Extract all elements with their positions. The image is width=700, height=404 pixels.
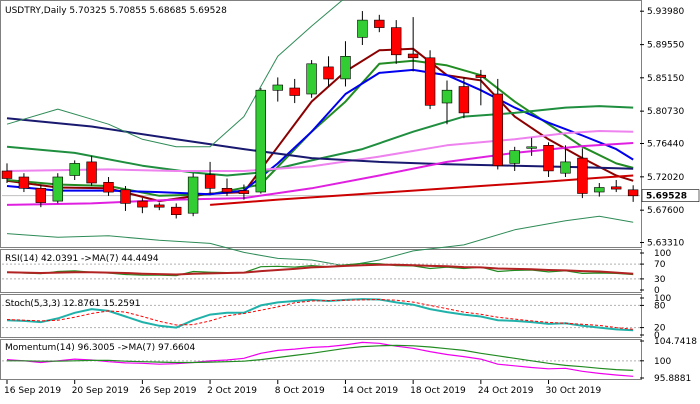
indicator-tick-label: 100 [654,249,671,259]
rsi-label: RSI(14) 42.0391 ->MA(7) 44.4494 [5,254,159,264]
time-tick-label: 24 Oct 2019 [478,386,534,396]
time-tick-label: 2 Oct 2019 [207,386,257,396]
overlay-line-8 [6,0,344,148]
momentum-line [6,341,634,377]
candle-down [154,204,165,208]
overlay-line-7 [210,174,634,206]
rsi-panel-frame [0,249,642,293]
stoch-label: Stoch(5,3,3) 12.8761 15.2591 [5,299,140,309]
overlay-line-3 [6,105,634,177]
momentum-label: Momentum(14) 96.3005 ->MA(7) 97.6604 [5,343,196,353]
chart-header: USDTRY,Daily 5.70325 5.70855 5.68685 5.6… [5,6,227,16]
time-tick-label: 16 Sep 2019 [4,386,61,396]
candle-up [306,63,317,95]
candle-down [424,57,436,106]
price-tick-label: 5.76440 [647,139,684,149]
time-tick-label: 20 Sep 2019 [72,386,129,396]
overlay-line-9 [6,215,634,267]
time-tick-label: 14 Oct 2019 [342,386,398,396]
candle-up [187,176,199,214]
stoch-d-line [6,298,634,330]
candle-down [323,66,334,80]
candle-down [390,27,402,56]
candle-down [492,93,503,166]
candle-down [407,53,419,59]
indicator-tick-label: 0 [654,286,660,296]
candle-down [86,161,97,184]
indicator-tick-label: 70 [654,260,666,270]
momentum-panel-frame [0,339,642,380]
time-tick-label: 8 Oct 2019 [275,386,325,396]
overlay-line-0 [6,47,634,203]
indicator-tick-label: 100 [654,357,671,367]
candle-down [543,145,554,172]
candle-down [289,87,300,96]
candle-up [255,89,266,193]
candle-down [238,190,250,194]
candle-down [18,176,30,189]
candle-up [52,176,64,202]
candle-up [340,55,351,80]
candle-down [610,186,622,190]
momentum-panel: 104.7418 100 95.8881 [2,337,697,384]
current-price-label: 5.69528 [646,192,687,202]
indicator-tick-label: 0 [654,331,660,341]
candles [1,11,639,219]
candle-up [272,84,283,91]
candle-down [221,188,233,193]
price-panel-frame [0,0,642,248]
candle-down [171,206,182,215]
stoch-k-line [6,298,634,332]
rsi-ma-line [6,263,634,276]
candle-up [509,150,520,164]
candle-down [137,200,148,208]
candle-up [526,146,537,149]
indicator-tick-label: 100 [654,294,671,304]
candle-down [458,86,470,114]
indicator-tick-label: 30 [654,275,666,285]
indicator-tick-label: 95.8881 [654,374,691,384]
candle-down [627,189,639,197]
stoch-panel-frame [0,294,642,338]
candle-up [69,163,80,176]
candle-down [577,157,588,194]
candle-up [441,89,453,104]
indicator-tick-label: 20 [654,324,666,334]
price-tick-label: 5.80730 [647,107,684,117]
candle-down [374,19,385,28]
price-tick-label: 5.89550 [647,41,684,51]
current-price-box [641,189,700,202]
candle-down [1,170,13,179]
candle-down [35,188,47,203]
price-tick-label: 5.67600 [647,206,684,216]
price-tick-label: 5.93980 [647,7,684,17]
indicator-tick-label: 104.7418 [654,337,697,347]
candle-up [357,19,368,38]
time-tick-label: 18 Oct 2019 [410,386,466,396]
price-axis: 5.93980 5.89550 5.85150 5.80730 5.76440 5.720… [640,7,700,249]
overlay-line-2 [6,68,634,196]
candle-down [120,189,131,204]
price-tick-label: 5.63310 [647,239,684,249]
time-tick-label: 26 Sep 2019 [139,386,196,396]
candle-down [103,182,114,193]
indicator-tick-label: 80 [654,301,666,311]
candle-down [475,74,486,78]
time-tick-label: 30 Oct 2019 [546,386,602,396]
overlay-line-4 [6,130,634,172]
momentum-ma-line [7,344,634,371]
candle-up [594,187,605,193]
time-axis: 16 Sep 2019 20 Sep 2019 26 Sep 2019 2 Oct 2… [4,380,601,396]
candle-up [560,161,571,174]
price-tick-label: 5.72020 [647,173,684,183]
candle-down [204,174,216,189]
moving-averages [6,0,634,267]
price-tick-label: 5.85150 [647,74,684,84]
